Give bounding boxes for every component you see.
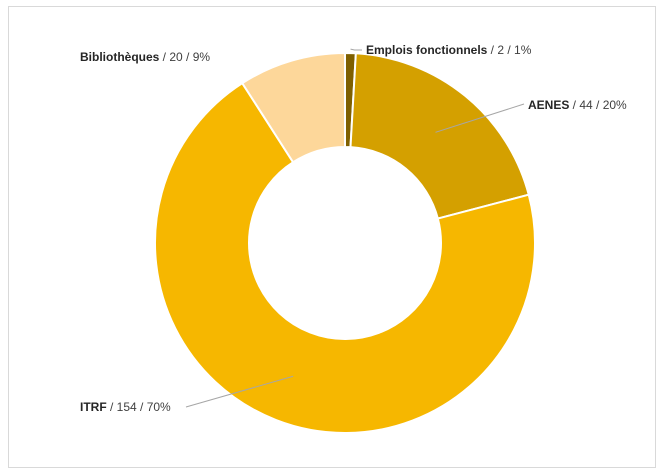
data-label-value: / 154 / 70% xyxy=(107,400,171,414)
data-label-category: ITRF xyxy=(80,400,107,414)
data-label-value: / 2 / 1% xyxy=(487,43,531,57)
leader-lines xyxy=(185,48,525,408)
data-label-itrf: ITRF / 154 / 70% xyxy=(80,400,171,414)
data-label-value: / 44 / 20% xyxy=(569,98,627,112)
data-label-emplois-fonctionnels: Emplois fonctionnels / 2 / 1% xyxy=(366,43,532,57)
leader-line-aenes xyxy=(435,103,525,133)
donut-slice-itrf xyxy=(154,81,536,434)
data-label-category: Emplois fonctionnels xyxy=(366,43,488,57)
data-label-category: AENES xyxy=(528,98,569,112)
top-strip xyxy=(0,0,666,6)
data-label-aenes: AENES / 44 / 20% xyxy=(528,98,627,112)
donut-slice-aenes xyxy=(349,52,530,220)
leader-line-emplois-fonctionnels xyxy=(350,48,362,51)
donut-slice-bibliotheques xyxy=(240,51,346,164)
data-label-value: / 20 / 9% xyxy=(159,50,210,64)
data-label-category: Bibliothèques xyxy=(80,50,160,64)
data-label-bibliotheques: Bibliothèques / 20 / 9% xyxy=(80,50,210,64)
donut-slices xyxy=(154,51,536,434)
leader-line-itrf xyxy=(185,375,294,408)
